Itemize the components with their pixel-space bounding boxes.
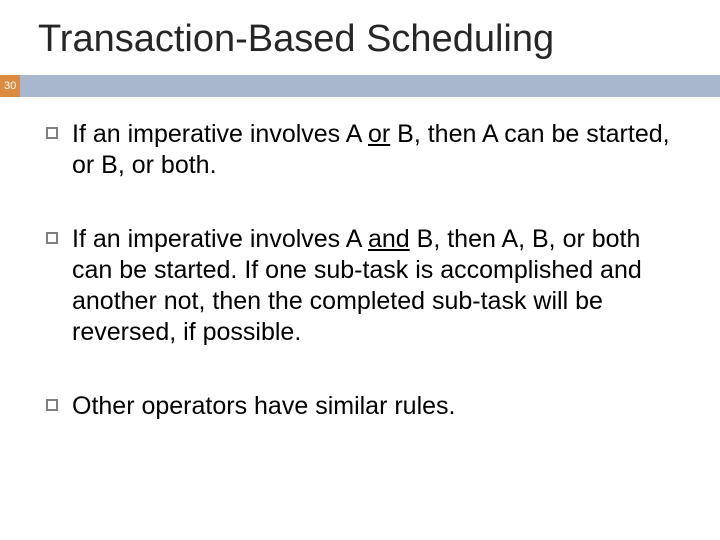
content-area: If an imperative involves A or B, then A… [0,97,720,422]
bullet-marker-icon [46,127,58,139]
bullet-item: If an imperative involves A or B, then A… [46,119,674,182]
slide: Transaction-Based Scheduling 30 If an im… [0,0,720,540]
page-number-badge: 30 [0,75,20,97]
bullet-marker-icon [46,232,58,244]
bullet-marker-icon [46,399,58,411]
text-segment: or [368,120,390,148]
page-number: 30 [4,80,16,92]
text-segment: If an imperative involves A [72,120,368,148]
text-segment: Other operators have similar rules. [72,392,455,420]
header-bar: 30 [0,75,720,97]
text-segment: and [368,225,410,253]
bullet-text: If an imperative involves A and B, then … [72,224,674,349]
header-bar-fill [20,75,720,97]
bullet-text: If an imperative involves A or B, then A… [72,119,674,182]
text-segment: If an imperative involves A [72,225,368,253]
slide-title: Transaction-Based Scheduling [38,18,720,61]
bullet-item: Other operators have similar rules. [46,391,674,422]
title-area: Transaction-Based Scheduling [0,0,720,61]
bullet-item: If an imperative involves A and B, then … [46,224,674,349]
bullet-text: Other operators have similar rules. [72,391,674,422]
